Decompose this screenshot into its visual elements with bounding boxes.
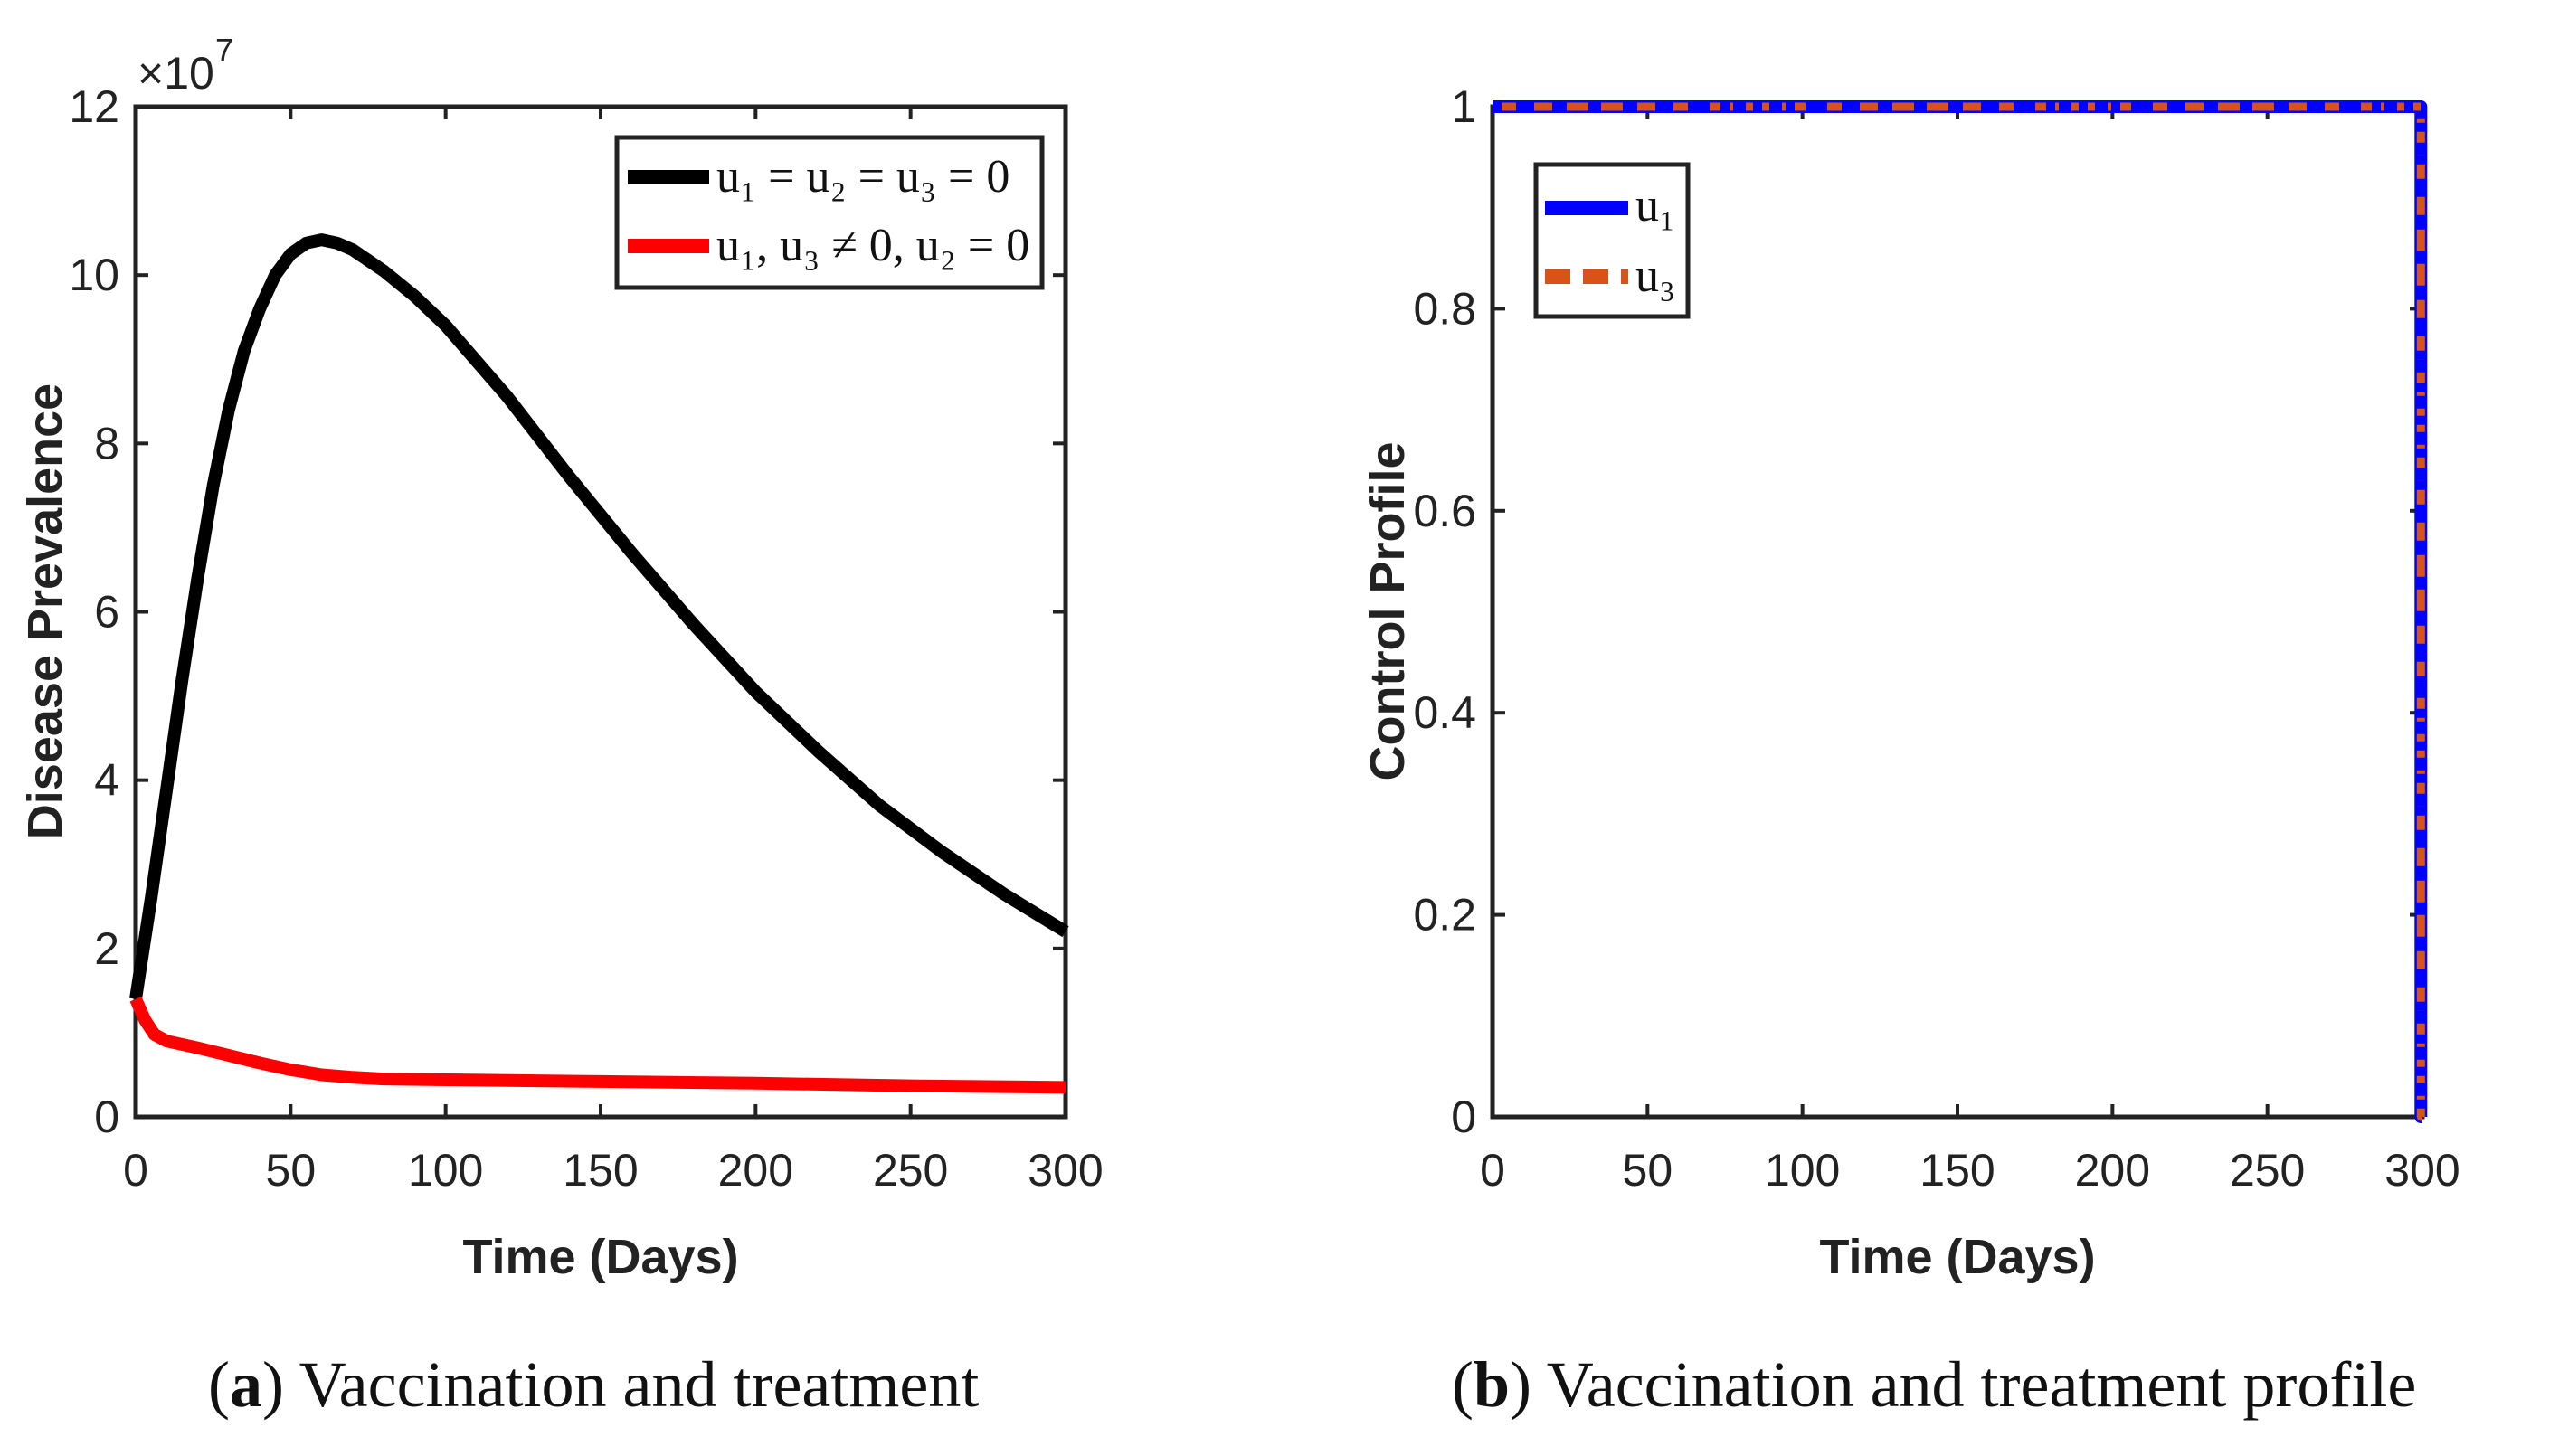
panel-a-y-tick-label: 0	[94, 1092, 119, 1142]
panel-b-legend-label-u1: u₁	[1635, 180, 1675, 232]
panel-b-x-tick-label: 200	[2075, 1145, 2150, 1196]
panel-b-caption: (b) Vaccination and treatment profile	[1452, 1348, 2416, 1421]
panel-a-y-tick-label: 8	[94, 418, 119, 468]
panel-b-x-tick-label: 50	[1623, 1145, 1673, 1196]
panel-b-y-tick-label: 0.4	[1413, 687, 1476, 738]
panel-b-chart: 0 50 100 150 200 250 300 0 0.2 0.4 0.6 0.8 1 Time (D…	[1360, 81, 2460, 1421]
panel-b-y-tick-label: 0.6	[1413, 486, 1476, 536]
panel-a-x-tick-label: 100	[408, 1145, 483, 1196]
panel-a-x-tick-label: 200	[718, 1145, 793, 1196]
panel-a-y-tick-label: 12	[69, 81, 119, 132]
panel-b-caption-label: b	[1474, 1348, 1510, 1421]
panel-a-x-tick-label: 50	[266, 1145, 317, 1196]
panel-a-y-tick-label: 4	[94, 755, 119, 806]
panel-b-series	[1493, 100, 2428, 1123]
panel-a-caption-label: a	[230, 1348, 262, 1421]
panel-a-legend-label-2: u₁, u₃ ≠ 0, u₂ = 0	[716, 220, 1029, 271]
panel-a-series	[129, 233, 1069, 1094]
panel-a-caption: (a) Vaccination and treatment	[208, 1348, 979, 1421]
panel-a-x-tick-label: 300	[1028, 1145, 1103, 1196]
panel-a-x-axis-label: Time (Days)	[462, 1230, 738, 1284]
panel-a-y-tick-label: 6	[94, 587, 119, 638]
panel-a-y-multiplier-exponent: 7	[215, 32, 233, 69]
panel-b-x-tick-label: 150	[1919, 1145, 1995, 1196]
panel-a-x-tick-label: 0	[123, 1145, 148, 1196]
panel-a-chart: 0 50 100 150 200 250 300 0 2 4 6 8 10 12 ×10 7 Time (…	[18, 32, 1104, 1421]
panel-a-x-tick-label: 250	[873, 1145, 948, 1196]
panel-b-x-tick-label: 300	[2384, 1145, 2459, 1196]
panel-a-y-axis-label: Disease Prevalence	[18, 383, 72, 839]
panel-a-series-line-2	[129, 996, 1066, 1094]
panel-a-y-tick-label: 2	[94, 923, 119, 974]
panel-a-legend: u₁ = u₂ = u₃ = 0 u₁, u₃ ≠ 0, u₂ = 0	[614, 135, 1045, 290]
panel-a-y-tick-label: 10	[69, 250, 119, 300]
panel-b-caption-text: Vaccination and treatment profile	[1531, 1348, 2416, 1421]
panel-b-y-tick-label: 0	[1451, 1092, 1476, 1142]
panel-b-x-tick-label: 250	[2230, 1145, 2305, 1196]
panel-b-y-tick-label: 0.8	[1413, 283, 1476, 334]
panel-b-y-tick-label: 0.2	[1413, 890, 1476, 941]
panel-b-x-tick-label: 0	[1480, 1145, 1505, 1196]
panel-a-ticks: 0 50 100 150 200 250 300 0 2 4 6 8 10 12	[69, 81, 1103, 1196]
panel-a-caption-text: Vaccination and treatment	[284, 1348, 979, 1421]
panel-a-series-line-1	[129, 233, 1069, 1000]
panel-b-series-u1-dots-overlay	[1493, 102, 2426, 1121]
panel-a-legend-box	[614, 135, 1045, 290]
panel-b-x-tick-label: 100	[1765, 1145, 1840, 1196]
panel-b-legend: u₁ u₃	[1533, 162, 1691, 319]
panel-b-y-tick-label: 1	[1451, 81, 1476, 132]
panel-a-y-multiplier: ×10	[137, 48, 214, 99]
panel-b-legend-box	[1533, 162, 1691, 319]
panel-a-legend-label-1: u₁ = u₂ = u₃ = 0	[716, 151, 1009, 203]
panel-b-x-axis-label: Time (Days)	[1819, 1230, 2095, 1284]
panel-b-legend-label-u3: u₃	[1635, 251, 1675, 302]
panel-a-x-tick-label: 150	[563, 1145, 638, 1196]
panel-b-y-axis-label: Control Profile	[1360, 442, 1415, 781]
